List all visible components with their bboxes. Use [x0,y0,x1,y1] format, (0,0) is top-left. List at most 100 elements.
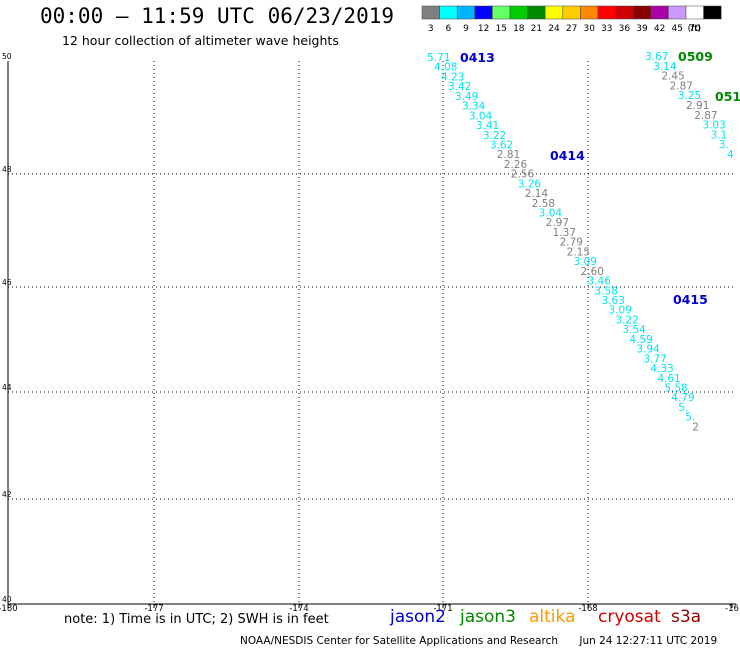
lon-tick-label: -171 [433,604,452,614]
wave-height-value: 4.59 [629,334,652,346]
lon-tick-label: -180 [0,604,18,614]
wave-height-value: 3.34 [462,101,486,113]
wave-height-value: 2.87 [670,80,693,92]
lon-tick-label: -177 [144,604,163,614]
legend-swatch [580,5,599,20]
legend-swatch [439,5,458,20]
wave-height-value: 3.25 [678,90,701,102]
legend-swatch [632,5,652,20]
wave-height-value: 3.62 [490,139,513,151]
lon-tick-label: -16 [725,604,739,614]
legend-label: 45 [671,24,682,34]
wave-height-value: 2.91 [686,100,709,112]
wave-height-value: 4 [727,149,734,161]
legend-swatch [597,5,616,20]
wave-height-value: 4.33 [650,363,673,375]
legend-label: 27 [566,24,577,34]
legend-label: 70 [689,24,701,34]
page-title: 00:00 – 11:59 UTC 06/23/2019 [40,4,395,28]
wave-height-value: 2.97 [546,217,569,229]
wave-height-value: 3.77 [643,353,666,365]
wave-height-value: 3.49 [455,91,478,103]
wave-height-value: 3.41 [476,120,499,132]
wave-height-value: 2.60 [581,266,604,278]
legend-label: 42 [654,24,665,34]
lat-tick-label: 40 [2,595,12,604]
page-subtitle: 12 hour collection of altimeter wave hei… [62,33,339,48]
pass-number-label: 0509 [678,49,713,64]
wave-height-value: 3.03 [702,120,725,132]
wave-height-value: 5.58 [664,382,687,394]
legend-swatch [421,5,440,20]
wave-height-value: 3.14 [653,61,677,73]
wave-height-value: 3.04 [469,110,493,122]
wave-height-value: 2.14 [525,188,549,200]
lat-tick-label: 42 [2,490,12,499]
legend-swatch [544,5,564,20]
legend-label: 21 [531,24,542,34]
legend-swatch [474,5,493,20]
wave-height-value: 2.15 [567,246,590,258]
footer-note: note: 1) Time is in UTC; 2) SWH is in fe… [64,612,329,627]
wave-height-value: 5.71 [427,52,450,64]
wave-height-value: 2.45 [661,71,684,83]
color-legend: 3 6 9 12 15 18 21 24 27 30 33 36 39 42 45 70(ft) [421,5,722,34]
lat-tick-label: 50 [2,52,12,61]
legend-swatch [492,5,511,20]
legend-label: 39 [636,24,648,34]
credit-timestamp: Jun 24 12:27:11 UTC 2019 [579,635,718,647]
legend-unit-label: (ft) [688,24,702,34]
legend-swatch [562,5,581,20]
legend-label: 36 [619,24,631,34]
credit-org: NOAA/NESDIS Center for Satellite Applica… [240,635,558,647]
legend-swatch [615,5,634,20]
wave-height-value: 1.37 [553,227,576,239]
satellite-jason3-label: jason3 [460,607,516,627]
satellite-s3a-label: s3a [671,607,702,627]
wave-height-value: 2.58 [532,198,555,210]
legend-label: 18 [513,24,525,34]
credit-line: NOAA/NESDIS Center for Satellite Applica… [240,635,717,647]
wave-height-value: 5. [685,412,695,424]
lat-tick-label: 46 [2,278,12,287]
lon-tick-label: -168 [578,604,597,614]
wave-height-value: 3.1 [711,129,728,141]
wave-height-value: 3. [719,139,729,151]
wave-height-value: 3.67 [645,51,668,63]
legend-label: 30 [583,24,595,34]
wave-height-value: 4.08 [434,62,457,74]
legend-swatch [650,5,669,20]
legend-swatch [703,5,722,20]
wave-height-value: 3.26 [518,178,542,190]
altimeter-tracks: 5.714.084.233.423.493.343.043.413.223.62… [427,49,740,433]
wave-height-value: 3.09 [574,256,597,268]
pass-number-label: 0414 [550,148,585,163]
legend-label: 12 [478,24,489,34]
wave-height-value: 2 [692,421,699,433]
legend-label: 3 [428,24,434,34]
wave-height-value: 2.79 [560,237,583,249]
wave-height-value: 3.54 [622,324,646,336]
wave-height-value: 3.46 [588,276,612,288]
legend-swatch [509,5,528,20]
wave-height-value: 3.22 [615,314,638,326]
wave-height-value: 3.63 [602,295,625,307]
legend-swatch [527,5,546,20]
satellite-cryosat-label: cryosat [598,607,661,627]
wave-height-value: 5. [678,402,688,414]
wave-height-value: 2.56 [511,169,535,181]
legend-label: 24 [548,24,560,34]
legend-swatch [685,5,704,20]
lat-tick-label: 48 [2,165,12,174]
pass-number-label: 051 [715,89,740,104]
wave-height-value: 3.09 [608,305,631,317]
legend-label: 33 [601,24,612,34]
wave-height-value: 3.58 [595,285,618,297]
wave-height-value: 3.94 [636,344,660,356]
wave-height-value: 3.42 [448,81,471,93]
pass-number-label: 0415 [673,292,708,307]
lon-tick-label: -174 [289,604,308,614]
satellite-altika-label: altika [529,607,576,627]
